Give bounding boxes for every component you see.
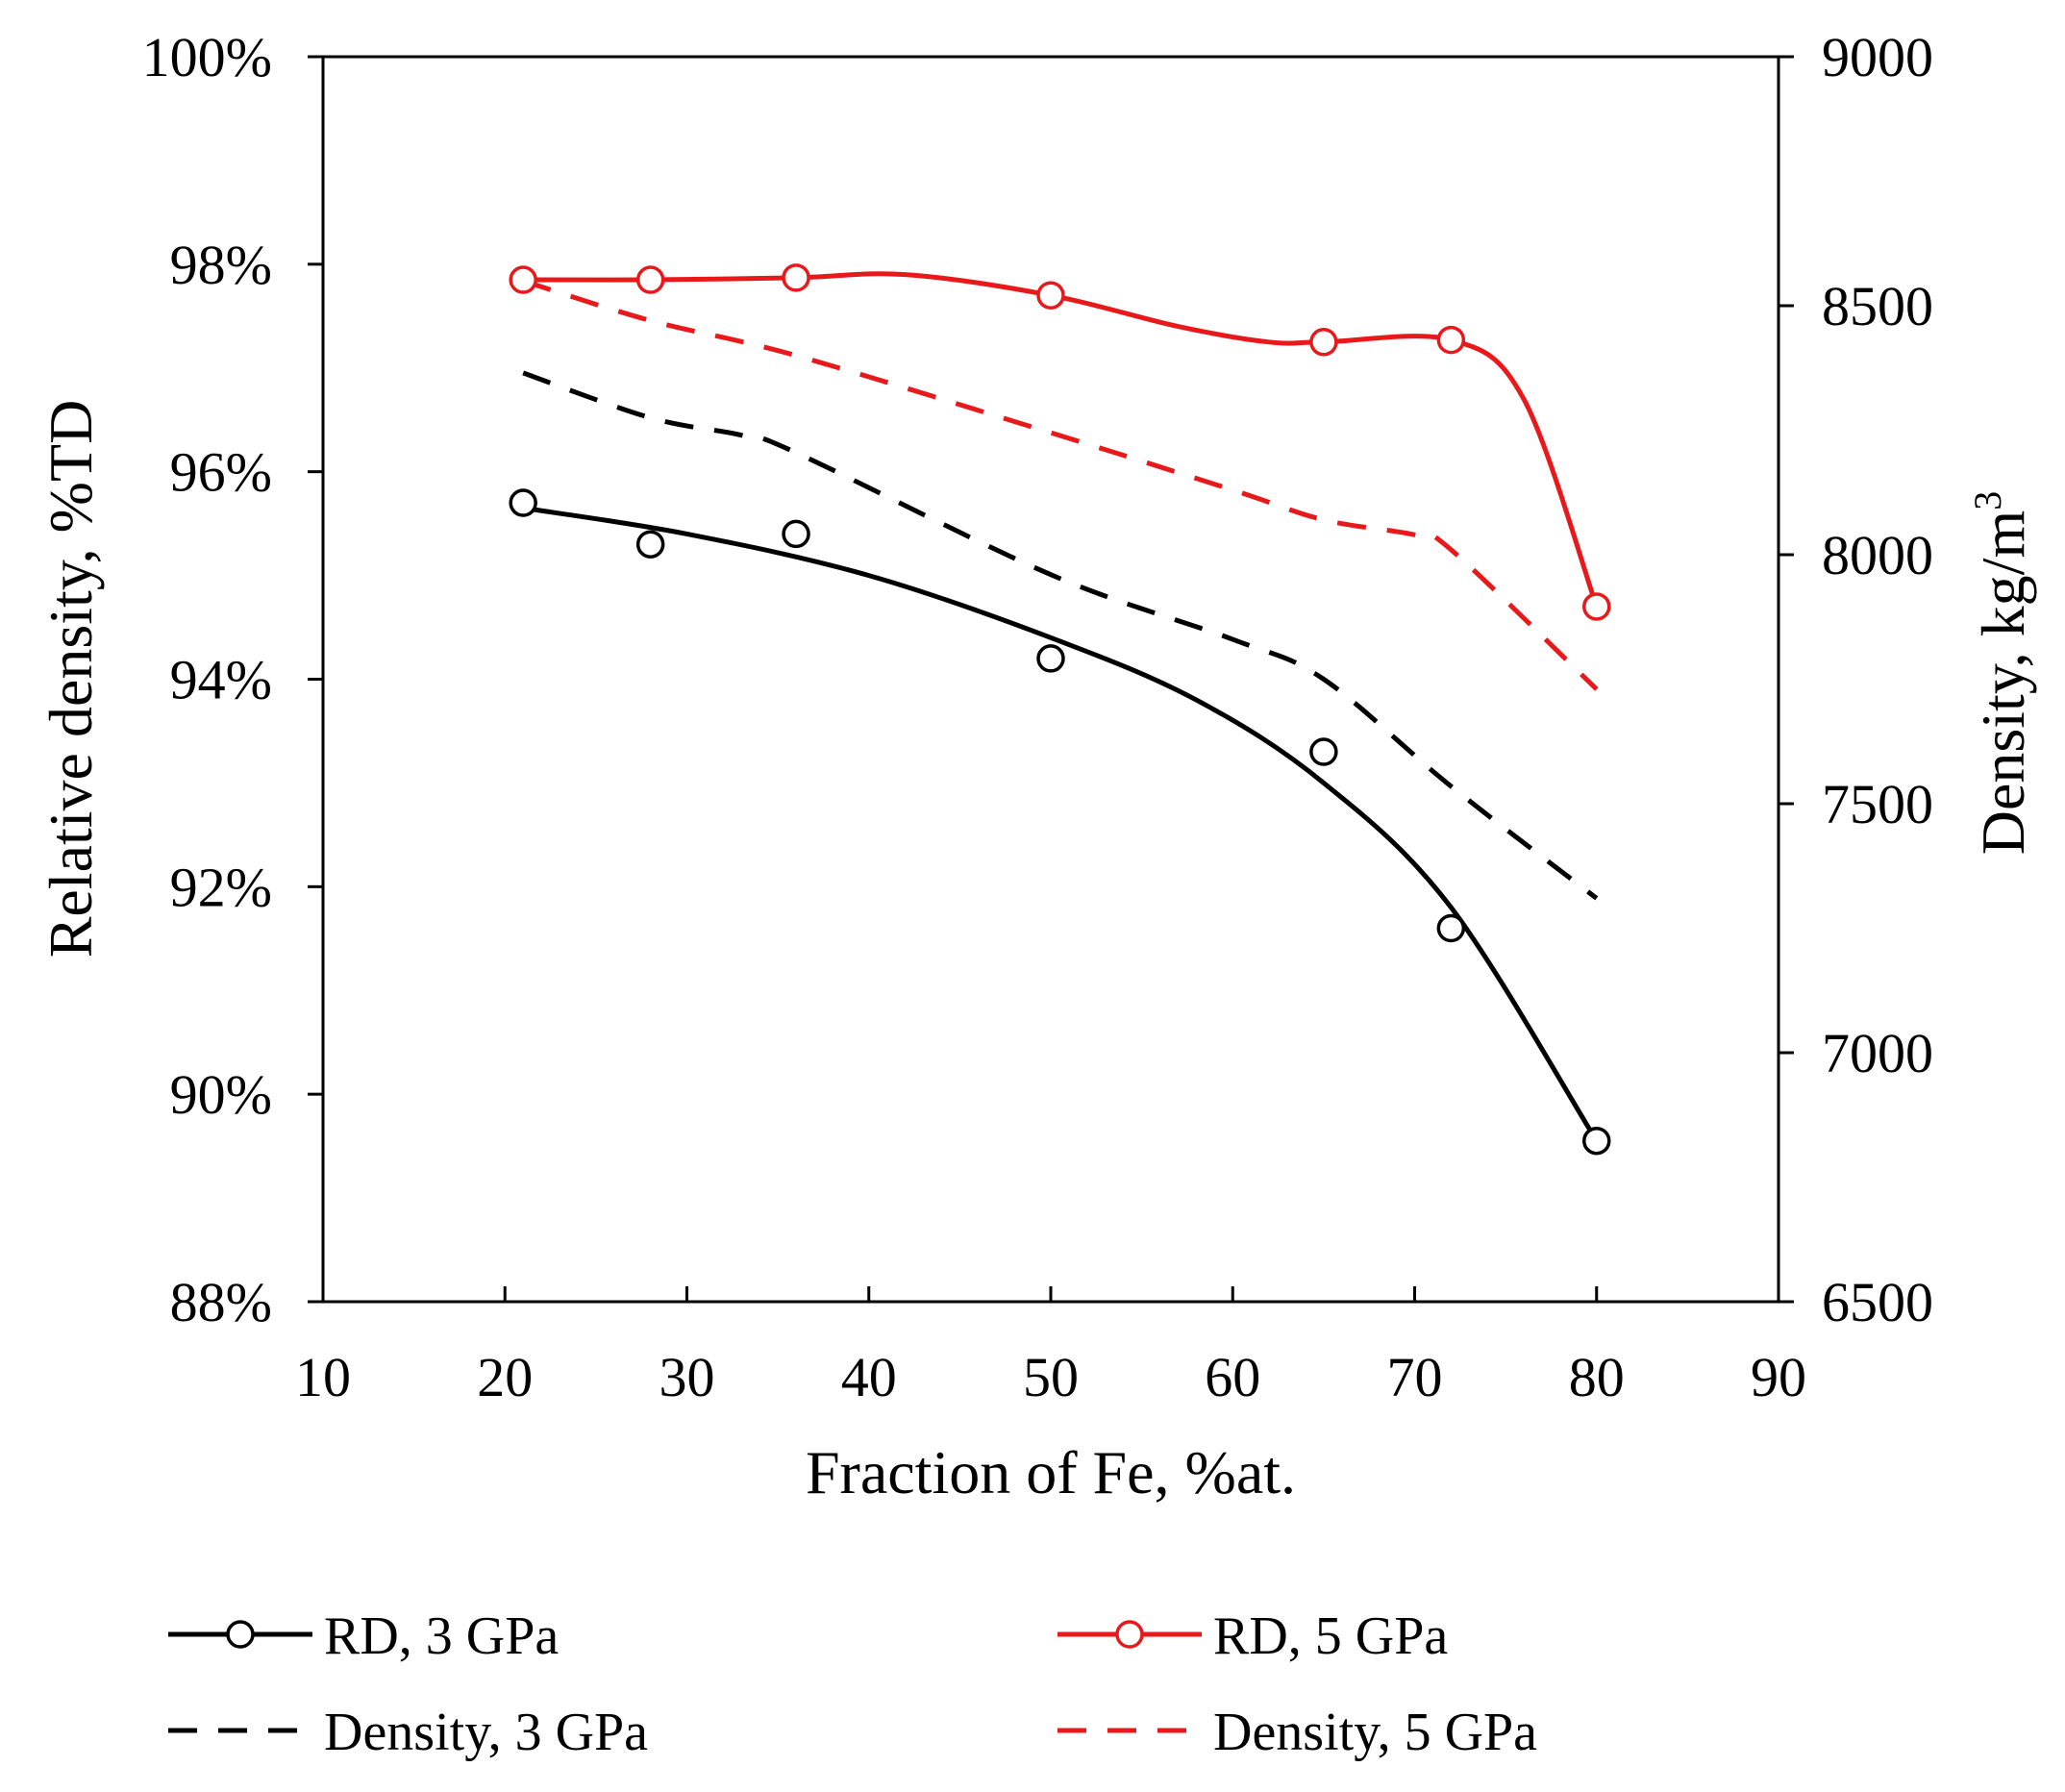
x-tick-label: 20 xyxy=(477,1346,533,1408)
marker-rd-3-gpa xyxy=(1036,644,1065,673)
right-y-tick-label: 8000 xyxy=(1822,524,1933,586)
right-y-tick-label: 7500 xyxy=(1822,773,1933,835)
marker-rd-3-gpa xyxy=(1582,1126,1611,1156)
marker-rd-5-gpa xyxy=(782,263,810,292)
left-y-tick-label: 88% xyxy=(170,1271,272,1333)
right-y-tick-label: 6500 xyxy=(1822,1271,1933,1333)
series-line-density-3-gpa xyxy=(522,370,1599,901)
right-y-axis-title: Density, kg/m3 xyxy=(1966,491,2037,856)
marker-rd-5-gpa xyxy=(1309,328,1338,357)
left-y-tick-label: 98% xyxy=(170,234,272,296)
x-tick-label: 70 xyxy=(1387,1346,1443,1408)
marker-rd-3-gpa xyxy=(1309,737,1338,766)
x-axis-title: Fraction of Fe, %at. xyxy=(806,1438,1296,1506)
legend-label-rd-5-gpa: RD, 5 GPa xyxy=(1213,1606,1448,1666)
x-tick-label: 40 xyxy=(841,1346,897,1408)
marker-rd-5-gpa xyxy=(1436,325,1466,355)
marker-rd-3-gpa xyxy=(1436,913,1466,943)
series-line-rd-3-gpa xyxy=(520,505,1600,1144)
x-tick-label: 60 xyxy=(1205,1346,1260,1408)
x-tick-label: 10 xyxy=(295,1346,351,1408)
series-line-density-5-gpa xyxy=(522,278,1599,691)
left-y-tick-label: 100% xyxy=(142,26,272,88)
left-y-axis-title: Relative density, %TD xyxy=(37,400,105,958)
right-y-tick-label: 8500 xyxy=(1822,275,1933,337)
plot-area-frame xyxy=(321,55,1780,1304)
x-tick-label: 50 xyxy=(1023,1346,1079,1408)
data-markers xyxy=(509,263,1611,1156)
series-line-rd-5-gpa xyxy=(520,271,1600,610)
marker-rd-5-gpa xyxy=(1036,281,1065,310)
right-y-axis-title-superscript: 3 xyxy=(1966,491,2009,510)
marker-rd-5-gpa xyxy=(509,265,537,294)
left-y-tick-label: 92% xyxy=(170,856,272,918)
marker-rd-3-gpa xyxy=(782,519,810,549)
legend-marker-rd-5-gpa xyxy=(1115,1620,1144,1649)
marker-rd-5-gpa xyxy=(635,265,665,294)
legend-label-density-5-gpa: Density, 5 GPa xyxy=(1213,1703,1537,1762)
x-tick-label: 80 xyxy=(1569,1346,1625,1408)
right-y-tick-label: 7000 xyxy=(1822,1022,1933,1084)
legend-label-rd-3-gpa: RD, 3 GPa xyxy=(324,1606,559,1666)
series-lines xyxy=(520,271,1600,1144)
x-tick-label: 30 xyxy=(659,1346,715,1408)
marker-rd-3-gpa xyxy=(509,488,537,517)
left-y-tick-label: 96% xyxy=(170,441,272,504)
marker-rd-3-gpa xyxy=(635,530,665,559)
tick-labels: 10 20 30 40 50 60 70 80 90 88% 90% 92% 94% 96% 98% 100%… xyxy=(142,26,1933,1408)
right-y-axis-title-text: Density, kg/m xyxy=(1969,510,2037,856)
left-y-tick-label: 90% xyxy=(170,1063,272,1126)
legend-label-density-3-gpa: Density, 3 GPa xyxy=(324,1703,648,1762)
axis-ticks xyxy=(308,55,1794,1304)
legend: RD, 3 GPa RD, 5 GPa Density, 3 GPa Density,… xyxy=(168,1606,1537,1762)
right-y-tick-label: 9000 xyxy=(1822,26,1933,88)
marker-rd-5-gpa xyxy=(1582,592,1611,621)
legend-marker-rd-3-gpa xyxy=(226,1620,255,1649)
left-y-tick-label: 94% xyxy=(170,649,272,711)
x-tick-label: 90 xyxy=(1751,1346,1806,1408)
